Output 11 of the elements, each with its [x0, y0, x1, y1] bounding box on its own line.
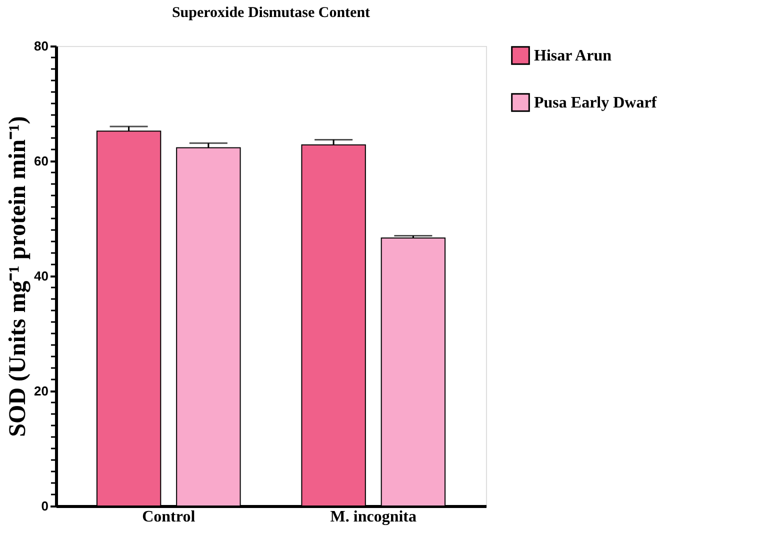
y-tick-label: 0: [41, 498, 48, 514]
legend-label: Hisar Arun: [534, 48, 612, 64]
x-tick-label: M. incognita: [330, 508, 416, 526]
chart-title: Superoxide Dismutase Content: [172, 5, 370, 21]
y-tick-label: 60: [34, 154, 48, 168]
y-tick-label: 80: [34, 38, 48, 54]
y-tick-label: 40: [34, 268, 48, 284]
legend-label: Pusa Early Dwarf: [534, 94, 658, 112]
y-tick-label: 20: [34, 384, 48, 398]
y-axis-title: SOD (Units mg⁻¹ protein min⁻¹): [5, 116, 32, 437]
x-tick-label: Control: [142, 508, 196, 526]
